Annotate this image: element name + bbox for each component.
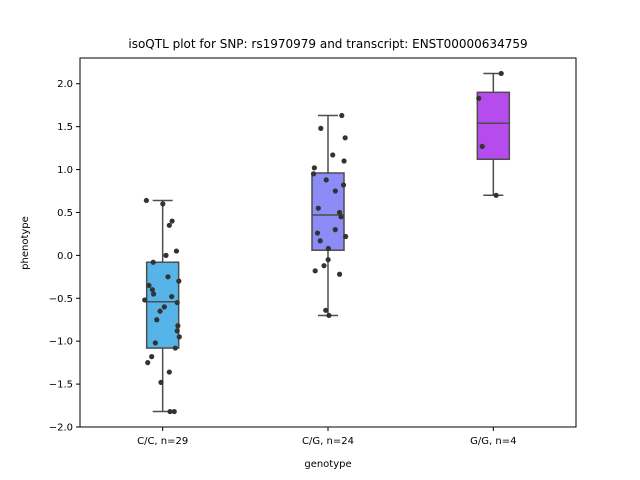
data-point [311, 165, 317, 171]
data-point [325, 245, 331, 252]
data-point [312, 268, 318, 274]
x-tick-label: C/G, n=24 [302, 436, 354, 447]
data-point [176, 278, 182, 284]
data-point [476, 95, 482, 101]
data-point [336, 209, 343, 216]
data-point [172, 345, 178, 351]
data-point [314, 230, 321, 236]
data-point [145, 360, 151, 366]
data-point [167, 408, 173, 415]
data-point [154, 317, 160, 323]
data-point [323, 307, 329, 313]
data-point [146, 282, 152, 289]
data-point [166, 222, 172, 228]
x-tick-label: G/G, n=4 [470, 436, 516, 447]
data-point [158, 379, 164, 385]
x-tick-label: C/C, n=29 [137, 436, 188, 447]
y-axis-label: phenotype [20, 216, 31, 270]
data-point [493, 192, 499, 198]
plot-frame [79, 57, 577, 428]
data-point [150, 291, 157, 297]
x-axis: C/C, n=29 C/G, n=24 G/G, n=4 [137, 427, 516, 447]
chart-title: isoQTL plot for SNP: rs1970979 and trans… [128, 37, 527, 51]
y-tick-label: 2.0 [57, 79, 73, 90]
data-point [143, 197, 149, 204]
data-point [326, 312, 332, 319]
y-tick-label: 1.5 [57, 122, 73, 133]
y-tick-label: −1.0 [49, 337, 73, 348]
data-point [342, 135, 348, 141]
data-point [150, 259, 156, 265]
data-point [336, 271, 343, 277]
box-iqr [476, 91, 511, 161]
data-point [160, 201, 166, 207]
box-group [476, 72, 511, 197]
data-point [142, 297, 148, 303]
data-point [318, 125, 324, 131]
y-tick-label: 0.0 [57, 251, 73, 262]
data-point [343, 233, 349, 240]
data-point [479, 143, 485, 149]
data-point [321, 263, 327, 269]
data-point [338, 214, 344, 220]
y-tick-label: −1.5 [49, 380, 73, 391]
data-point [341, 158, 347, 164]
points-layer [142, 70, 504, 415]
data-point [173, 248, 180, 254]
data-point [169, 293, 175, 300]
y-axis: −2.0 −1.5 −1.0 −0.5 0.0 0.5 1.0 1.5 2.0 [49, 79, 80, 434]
data-point [152, 340, 158, 346]
data-point [176, 334, 182, 340]
x-axis-label: genotype [304, 459, 351, 470]
data-point [149, 354, 155, 360]
data-point [340, 182, 347, 188]
data-point [330, 152, 336, 158]
data-point [157, 308, 163, 314]
data-point [163, 252, 169, 258]
data-point [323, 177, 329, 183]
data-point [161, 304, 167, 310]
y-tick-label: 1.0 [57, 165, 73, 176]
y-tick-label: 0.5 [57, 208, 73, 219]
boxes-layer [145, 72, 511, 413]
data-point [310, 171, 317, 177]
data-point [165, 274, 171, 280]
data-point [332, 227, 338, 233]
data-point [315, 205, 321, 211]
data-point [174, 299, 180, 306]
data-point [174, 328, 180, 334]
data-point [171, 408, 177, 415]
data-point [317, 238, 323, 244]
data-point [332, 188, 338, 194]
data-point [175, 323, 181, 329]
y-tick-label: −0.5 [49, 294, 73, 305]
data-point [339, 112, 345, 119]
data-point [166, 369, 172, 375]
data-point [498, 70, 504, 77]
data-point [149, 287, 155, 293]
data-point [169, 218, 175, 224]
y-tick-label: −2.0 [49, 423, 73, 434]
data-point [325, 257, 331, 263]
